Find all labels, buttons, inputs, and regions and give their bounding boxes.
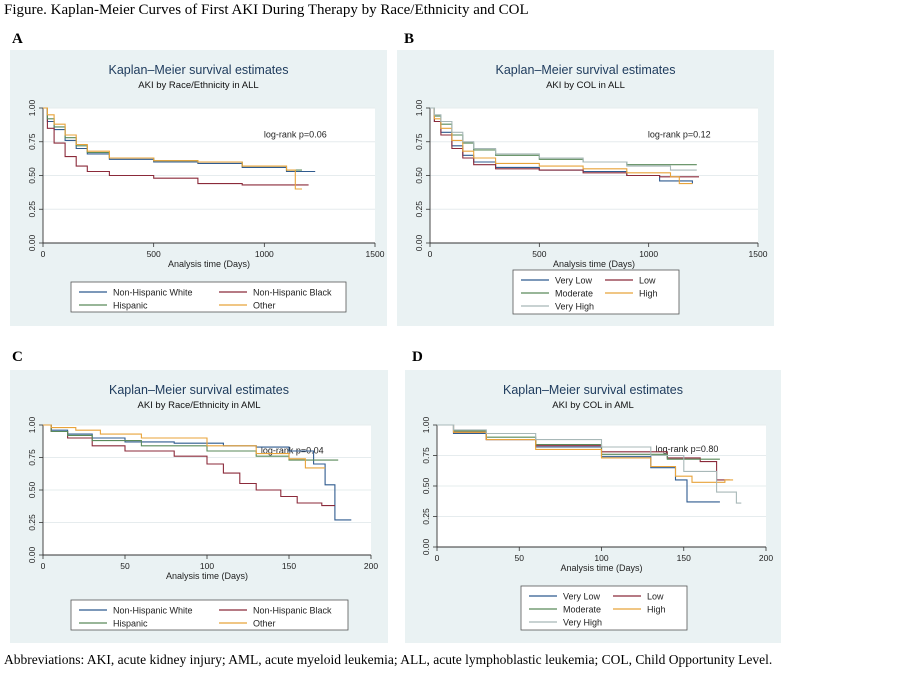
x-tick-label-d: 50	[515, 553, 525, 563]
y-tick-label-a: 0.00	[27, 234, 37, 251]
x-axis-label-a: Analysis time (Days)	[168, 259, 250, 269]
km-curve-a-other	[43, 107, 302, 190]
legend-label-b-low: Low	[639, 276, 656, 286]
legend-box-c	[70, 599, 349, 631]
legend-label-b-moderate: Moderate	[555, 289, 593, 299]
logrank-annotation-a: log-rank p=0.06	[264, 130, 327, 140]
y-tick-label-c: 0.50	[27, 481, 37, 498]
chart-title-a: Kaplan–Meier survival estimates	[109, 63, 289, 77]
x-tick-label-c: 0	[41, 561, 46, 571]
y-tick-label-d: 0.00	[421, 538, 431, 555]
x-tick-label-b: 0	[428, 249, 433, 259]
x-tick-label-b: 500	[532, 249, 546, 259]
x-tick-label-d: 200	[759, 553, 773, 563]
legend-label-b-high: High	[639, 289, 658, 299]
legend-label-d-very-high: Very High	[563, 618, 602, 628]
y-tick-label-d: 0.50	[421, 477, 431, 494]
x-axis-label-b: Analysis time (Days)	[553, 259, 635, 269]
y-tick-label-b: 0.00	[414, 234, 424, 251]
km-chart-a: Kaplan–Meier survival estimates AKI by Ra…	[10, 50, 387, 326]
x-tick-label-c: 200	[364, 561, 378, 571]
km-chart-b: Kaplan–Meier survival estimates AKI by CO…	[397, 50, 774, 326]
km-curve-c-hispanic	[43, 424, 339, 461]
y-tick-label-b: 0.75	[414, 133, 424, 150]
y-tick-label-d: 0.25	[421, 508, 431, 525]
legend-label-d-low: Low	[647, 592, 664, 602]
km-curve-a-non-hispanic-black	[43, 107, 309, 186]
x-tick-label-b: 1500	[749, 249, 768, 259]
y-tick-label-a: 1.00	[27, 99, 37, 116]
chart-subtitle-c: AKI by Race/Ethnicity in AML	[137, 400, 260, 411]
km-curve-b-high	[430, 107, 693, 185]
panel-letter-a: A	[12, 31, 23, 47]
legend-label-a-non-hispanic-black: Non-Hispanic Black	[253, 288, 332, 298]
figure-footnote: Abbreviations: AKI, acute kidney injury;…	[4, 652, 773, 667]
y-tick-label-a: 0.50	[27, 167, 37, 184]
y-tick-label-c: 0.75	[27, 449, 37, 466]
chart-title-d: Kaplan–Meier survival estimates	[503, 383, 683, 397]
x-tick-label-a: 1000	[255, 249, 274, 259]
panel-letter-b: B	[404, 31, 415, 47]
legend-label-c-non-hispanic-black: Non-Hispanic Black	[253, 606, 332, 616]
legend-label-a-non-hispanic-white: Non-Hispanic White	[113, 288, 193, 298]
km-curve-c-other	[43, 424, 326, 469]
panel-letter-d: D	[412, 349, 423, 365]
x-tick-label-a: 500	[147, 249, 161, 259]
km-curve-d-very-high	[437, 424, 742, 504]
legend-label-c-non-hispanic-white: Non-Hispanic White	[113, 606, 193, 616]
legend-box-a	[70, 281, 347, 313]
logrank-annotation-b: log-rank p=0.12	[648, 130, 711, 140]
y-tick-label-a: 0.25	[27, 201, 37, 218]
chart-subtitle-a: AKI by Race/Ethnicity in ALL	[138, 80, 258, 91]
y-tick-label-b: 0.25	[414, 201, 424, 218]
x-tick-label-c: 150	[282, 561, 296, 571]
chart-subtitle-d: AKI by COL in AML	[552, 400, 634, 411]
legend-label-d-high: High	[647, 605, 666, 615]
legend-label-a-hispanic: Hispanic	[113, 301, 148, 311]
y-tick-label-d: 1.00	[421, 416, 431, 433]
y-tick-label-b: 1.00	[414, 99, 424, 116]
km-curve-b-very-high	[430, 107, 697, 171]
x-axis-label-d: Analysis time (Days)	[560, 563, 642, 573]
x-tick-label-d: 100	[594, 553, 608, 563]
chart-title-c: Kaplan–Meier survival estimates	[109, 383, 289, 397]
y-tick-label-c: 0.00	[27, 546, 37, 563]
logrank-annotation-d: log-rank p=0.80	[656, 444, 719, 454]
x-tick-label-d: 150	[677, 553, 691, 563]
y-tick-label-c: 1.00	[27, 416, 37, 433]
legend-label-b-very-low: Very Low	[555, 276, 593, 286]
legend-label-a-other: Other	[253, 301, 276, 311]
legend-box-b	[512, 269, 680, 315]
y-tick-label-c: 0.25	[27, 514, 37, 531]
chart-title-b: Kaplan–Meier survival estimates	[496, 63, 676, 77]
legend-box-d	[520, 585, 688, 631]
y-tick-label-d: 0.75	[421, 447, 431, 464]
km-chart-c: Kaplan–Meier survival estimates AKI by Ra…	[10, 370, 388, 643]
legend-label-c-hispanic: Hispanic	[113, 619, 148, 629]
km-curve-d-high	[437, 424, 734, 483]
x-tick-label-c: 100	[200, 561, 214, 571]
y-tick-label-b: 0.50	[414, 167, 424, 184]
figure-title: Figure. Kaplan-Meier Curves of First AKI…	[4, 2, 529, 18]
chart-subtitle-b: AKI by COL in ALL	[546, 80, 625, 91]
x-tick-label-a: 0	[41, 249, 46, 259]
x-tick-label-c: 50	[120, 561, 130, 571]
km-curve-c-non-hispanic-black	[43, 424, 335, 507]
x-tick-label-b: 1000	[639, 249, 658, 259]
legend-label-d-very-low: Very Low	[563, 592, 601, 602]
km-chart-d: Kaplan–Meier survival estimates AKI by CO…	[405, 370, 781, 643]
legend-label-d-moderate: Moderate	[563, 605, 601, 615]
legend-label-c-other: Other	[253, 619, 276, 629]
panel-letter-c: C	[12, 349, 23, 365]
x-tick-label-d: 0	[435, 553, 440, 563]
legend-label-b-very-high: Very High	[555, 302, 594, 312]
x-axis-label-c: Analysis time (Days)	[166, 571, 248, 581]
y-tick-label-a: 0.75	[27, 133, 37, 150]
x-tick-label-a: 1500	[366, 249, 385, 259]
